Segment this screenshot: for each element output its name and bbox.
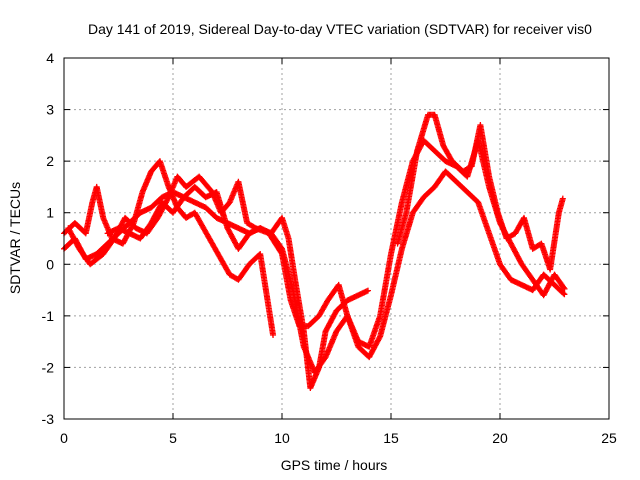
data-point — [560, 284, 567, 291]
x-tick-label: 20 — [492, 430, 508, 446]
y-axis-label: SDTVAR / TECUs — [7, 182, 23, 294]
series-track-5 — [394, 111, 566, 273]
x-tick-labels: 0 5 10 15 20 25 — [60, 430, 617, 446]
data-point — [376, 334, 383, 341]
y-tick-label: 2 — [46, 153, 54, 169]
y-tick-label: 4 — [46, 50, 54, 66]
x-axis-label: GPS time / hours — [281, 457, 388, 473]
y-tick-label: 0 — [46, 256, 54, 272]
x-tick-label: 25 — [601, 430, 617, 446]
x-tick-label: 10 — [274, 430, 290, 446]
x-tick-label: 0 — [60, 430, 68, 446]
y-tick-label: -2 — [42, 359, 55, 375]
series-track-3 — [65, 168, 568, 361]
axis-ticks — [63, 57, 610, 420]
data-point — [270, 332, 277, 339]
y-tick-labels: -3 -2 -1 0 1 2 3 4 — [42, 50, 55, 427]
y-tick-label: 1 — [46, 205, 54, 221]
y-tick-label: -3 — [42, 411, 55, 427]
data-points — [61, 111, 568, 392]
series-track-2 — [61, 158, 277, 339]
data-point — [164, 195, 171, 202]
data-point — [364, 287, 371, 294]
y-tick-label: 3 — [46, 102, 54, 118]
data-point — [561, 285, 568, 292]
data-point — [561, 291, 568, 298]
x-tick-label: 5 — [169, 430, 177, 446]
data-point — [560, 290, 567, 297]
y-tick-label: -1 — [42, 308, 55, 324]
series-track-4 — [104, 137, 568, 376]
data-point — [559, 195, 566, 202]
chart-title: Day 141 of 2019, Sidereal Day-to-day VTE… — [88, 21, 592, 37]
x-tick-label: 15 — [383, 430, 399, 446]
plot-frame — [63, 57, 610, 420]
